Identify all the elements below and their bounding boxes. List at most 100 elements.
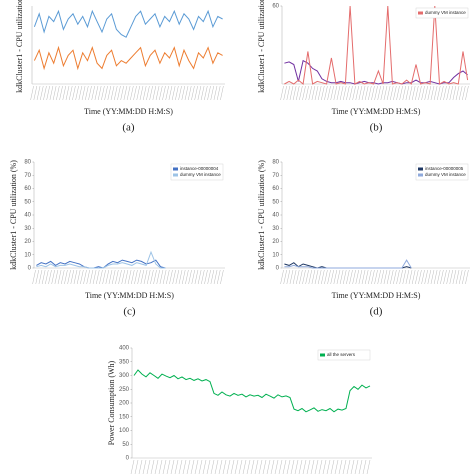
x-label-stub	[234, 459, 239, 474]
y-tick-label: 40	[272, 213, 279, 219]
legend-box	[170, 163, 224, 181]
x-label-stub	[415, 85, 419, 101]
x-label-stub	[333, 85, 338, 101]
legend-box	[415, 7, 469, 19]
x-label-stub	[178, 85, 182, 101]
x-label-stub	[334, 459, 339, 474]
x-label-stub	[274, 459, 279, 474]
x-label-stub	[43, 85, 47, 101]
x-label-stub	[97, 85, 102, 101]
x-label-stub	[452, 85, 457, 101]
legend-label: all the servers	[327, 352, 356, 357]
x-label-stub	[88, 85, 92, 101]
x-label-stub	[188, 269, 192, 285]
x-label-stub	[156, 269, 160, 285]
x-label-stub	[327, 85, 331, 101]
x-label-stub	[458, 85, 463, 101]
x-label-stub	[222, 459, 227, 474]
x-label-stub	[361, 85, 366, 101]
x-label-stub	[302, 459, 307, 474]
x-label-stub	[54, 269, 59, 285]
x-label-stub	[436, 85, 441, 101]
x-label-stub	[396, 85, 400, 101]
x-label-stub	[86, 269, 90, 285]
x-label-stub	[411, 85, 416, 101]
x-label-stub	[424, 85, 428, 101]
x-label-stub	[295, 85, 300, 101]
x-label-stub	[181, 85, 186, 101]
y-tick-label: 20	[24, 239, 31, 245]
y-tick-label: 50	[24, 199, 31, 205]
legend-swatch	[320, 353, 325, 357]
series-line	[284, 259, 412, 269]
x-label-stub	[159, 85, 163, 101]
x-label-stub	[396, 269, 400, 285]
series-line	[36, 250, 166, 269]
x-label-stub	[178, 269, 183, 285]
x-label-stub	[349, 269, 353, 285]
x-label-stub	[242, 459, 247, 474]
x-label-stub	[302, 85, 306, 101]
x-label-stub	[430, 269, 435, 285]
x-label-stub	[166, 269, 170, 285]
x-label-stub	[321, 85, 325, 101]
x-label-stub	[324, 85, 328, 101]
series-line	[284, 262, 412, 269]
x-label-stub	[175, 269, 180, 285]
x-label-stub	[418, 85, 422, 101]
x-label-stub	[266, 459, 271, 474]
x-label-stub	[336, 269, 341, 285]
x-label-stub	[206, 459, 211, 474]
y-tick-label: 400	[119, 346, 130, 352]
x-label-stub	[92, 269, 97, 285]
x-label-stub	[133, 85, 137, 101]
x-label-stub	[52, 85, 57, 101]
x-label-stub	[443, 85, 447, 101]
x-label-stub	[346, 269, 350, 285]
x-label-stub	[446, 269, 450, 285]
x-label-stub	[60, 269, 65, 285]
x-label-stub	[76, 269, 81, 285]
y-tick-label: 10	[24, 252, 31, 258]
y-tick-label: 30	[272, 226, 279, 232]
x-label-stub	[124, 269, 129, 285]
x-label-stub	[352, 269, 356, 285]
x-label-stub	[286, 269, 291, 285]
x-label-stub	[91, 85, 95, 101]
x-label-stub	[142, 459, 147, 474]
x-label-stub	[36, 85, 41, 101]
x-label-stub	[117, 85, 121, 101]
y-tick-label: 70	[272, 173, 279, 179]
x-label-stub	[45, 269, 49, 285]
x-label-stub	[137, 269, 141, 285]
x-label-stub	[113, 85, 118, 101]
x-label-stub	[314, 269, 319, 285]
x-label-stub	[230, 459, 235, 474]
y-tick-label: 50	[272, 199, 279, 205]
x-label-stub	[220, 269, 224, 285]
x-label-stub	[191, 85, 195, 101]
x-label-stub	[213, 85, 218, 101]
x-label-stub	[366, 459, 371, 474]
x-label-stub	[172, 269, 176, 285]
x-label-stub	[110, 85, 115, 101]
legend-label: dummy VM instance	[425, 10, 466, 15]
x-label-stub	[107, 85, 112, 101]
y-tick-label: 80	[24, 160, 31, 166]
x-label-stub	[408, 269, 413, 285]
x-label-stub	[120, 85, 124, 101]
x-label-stub	[330, 459, 335, 474]
x-label-stub	[83, 269, 87, 285]
x-label-stub	[433, 269, 438, 285]
x-label-stub	[182, 459, 187, 474]
series-line	[33, 45, 223, 71]
x-label-stub	[101, 85, 105, 101]
x-label-stub	[338, 459, 343, 474]
x-label-stub	[368, 85, 372, 101]
x-label-stub	[452, 269, 457, 285]
x-axis-label: Time (YY:MM:DD H:M:S)	[85, 291, 174, 300]
series-line	[33, 9, 223, 38]
x-label-stub	[68, 85, 73, 101]
x-label-stub	[146, 459, 151, 474]
x-label-stub	[118, 269, 122, 285]
